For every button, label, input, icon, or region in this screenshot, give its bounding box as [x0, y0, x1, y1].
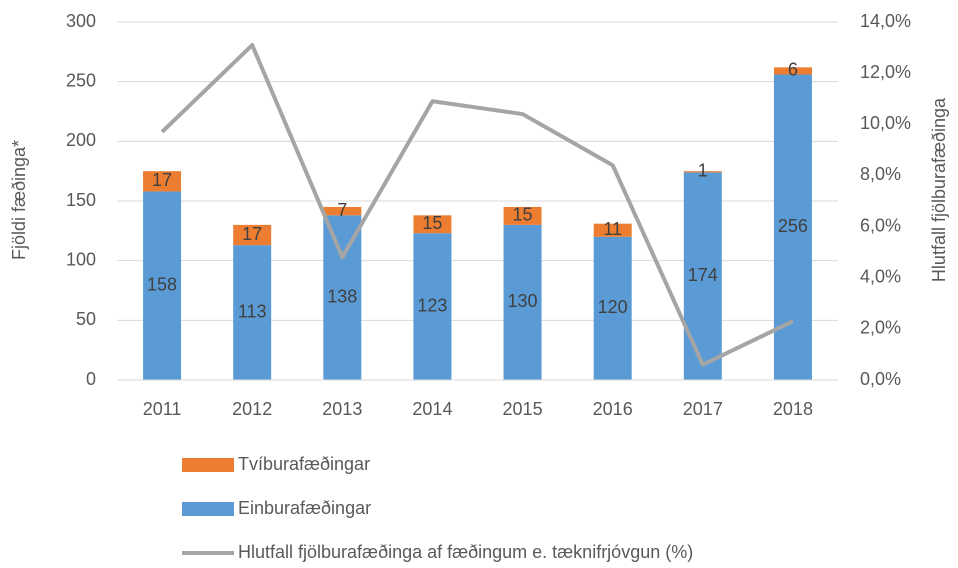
- data-label: 158: [147, 274, 177, 294]
- y2-tick-label: 14,0%: [860, 11, 911, 31]
- data-label: 15: [513, 205, 533, 225]
- y2-axis-title: Hlutfall fjölburafæðinga: [929, 97, 949, 282]
- x-tick-label: 2014: [412, 399, 452, 419]
- y2-tick-label: 12,0%: [860, 62, 911, 82]
- y-tick-label: 250: [66, 70, 96, 90]
- y2-tick-label: 4,0%: [860, 266, 901, 286]
- y-tick-label: 150: [66, 190, 96, 210]
- y2-tick-label: 8,0%: [860, 164, 901, 184]
- bar: [683, 172, 722, 380]
- x-tick-label: 2012: [232, 399, 272, 419]
- legend-label: Hlutfall fjölburafæðinga af fæðingum e. …: [238, 542, 693, 562]
- line: [160, 43, 794, 367]
- data-label: 130: [508, 291, 538, 311]
- y2-tick-label: 2,0%: [860, 318, 901, 338]
- bar: [143, 191, 182, 380]
- data-label: 256: [778, 216, 808, 236]
- bar: [503, 206, 542, 225]
- data-label: 113: [238, 301, 267, 321]
- data-label: 1: [698, 161, 708, 181]
- y2-tick-label: 6,0%: [860, 215, 901, 235]
- bar: [233, 245, 272, 380]
- legend-swatch: [182, 502, 234, 516]
- y-tick-label: 0: [86, 369, 96, 389]
- data-label: 120: [598, 297, 628, 317]
- data-label: 123: [417, 295, 447, 315]
- y-axis-title: Fjöldi fæðinga*: [9, 140, 29, 260]
- x-tick-label: 2015: [503, 399, 543, 419]
- legend-label: Einburafæðingar: [238, 498, 371, 518]
- bar: [233, 224, 272, 246]
- y2-tick-label: 10,0%: [860, 113, 911, 133]
- x-tick-label: 2016: [593, 399, 633, 419]
- bar: [773, 67, 812, 75]
- legend-swatch: [182, 458, 234, 472]
- data-label: 17: [242, 224, 262, 244]
- data-label: 7: [337, 200, 347, 220]
- data-label: 138: [327, 286, 357, 306]
- y-tick-label: 50: [76, 309, 96, 329]
- x-tick-label: 2013: [322, 399, 362, 419]
- y-tick-label: 200: [66, 130, 96, 150]
- x-tick-label: 2017: [683, 399, 723, 419]
- data-label: 6: [788, 60, 798, 80]
- y-tick-label: 100: [66, 249, 96, 269]
- y-tick-label: 300: [66, 11, 96, 31]
- data-label: 11: [603, 219, 622, 239]
- bar: [413, 215, 452, 234]
- bar: [593, 223, 632, 237]
- bar: [593, 236, 632, 380]
- data-label: 15: [422, 213, 442, 233]
- x-tick-label: 2011: [143, 399, 182, 419]
- bar: [323, 215, 362, 380]
- legend-label: Tvíburafæðingar: [238, 454, 370, 474]
- bar: [683, 171, 722, 173]
- y2-tick-label: 0,0%: [860, 369, 901, 389]
- data-label: 17: [152, 170, 172, 190]
- bar: [143, 171, 182, 192]
- bar: [503, 224, 542, 380]
- x-tick-label: 2018: [773, 399, 813, 419]
- bar: [413, 233, 452, 380]
- bar: [323, 206, 362, 216]
- data-label: 174: [688, 265, 718, 285]
